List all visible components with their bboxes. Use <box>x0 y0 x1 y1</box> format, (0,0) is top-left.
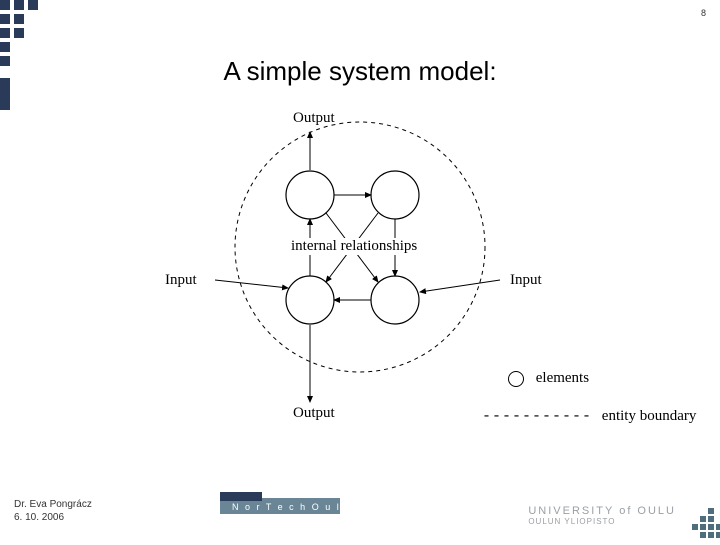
label-input-left: Input <box>165 272 197 289</box>
page-title: A simple system model: <box>0 56 720 87</box>
legend-boundary: ----------- entity boundary <box>482 408 696 425</box>
element-node-tl <box>286 171 334 219</box>
label-output-bottom: Output <box>293 405 335 422</box>
author-date: 6. 10. 2006 <box>14 511 92 524</box>
oulu-glyph-icon <box>686 506 720 540</box>
element-node-br <box>371 276 419 324</box>
label-input-right: Input <box>510 272 542 289</box>
element-node-tr <box>371 171 419 219</box>
nortech-logo-text: N o r T e c h O u l u <box>232 502 352 512</box>
arrow-input-right <box>420 280 500 292</box>
legend-dashes-icon: ----------- <box>482 408 592 425</box>
author-name: Dr. Eva Pongrácz <box>14 498 92 511</box>
arrow-input-left <box>215 280 288 288</box>
element-node-bl <box>286 276 334 324</box>
university-logo: UNIVERSITY of OULU OULUN YLIOPISTO <box>528 505 676 526</box>
legend-circle-icon <box>508 371 524 387</box>
legend-elements: elements <box>508 370 589 387</box>
nortech-logo: N o r T e c h O u l u <box>220 492 355 518</box>
legend-boundary-text: entity boundary <box>602 408 697 424</box>
diagram-svg <box>0 100 720 440</box>
system-diagram: Output Output Input Input internal relat… <box>0 100 720 440</box>
university-name: UNIVERSITY of OULU <box>528 505 676 517</box>
university-subtitle: OULUN YLIOPISTO <box>528 517 676 526</box>
label-internal-relationships: internal relationships <box>289 238 419 255</box>
legend-elements-text: elements <box>536 370 589 386</box>
label-output-top: Output <box>293 110 335 127</box>
page-number: 8 <box>701 8 706 18</box>
footer-author: Dr. Eva Pongrácz 6. 10. 2006 <box>14 498 92 524</box>
